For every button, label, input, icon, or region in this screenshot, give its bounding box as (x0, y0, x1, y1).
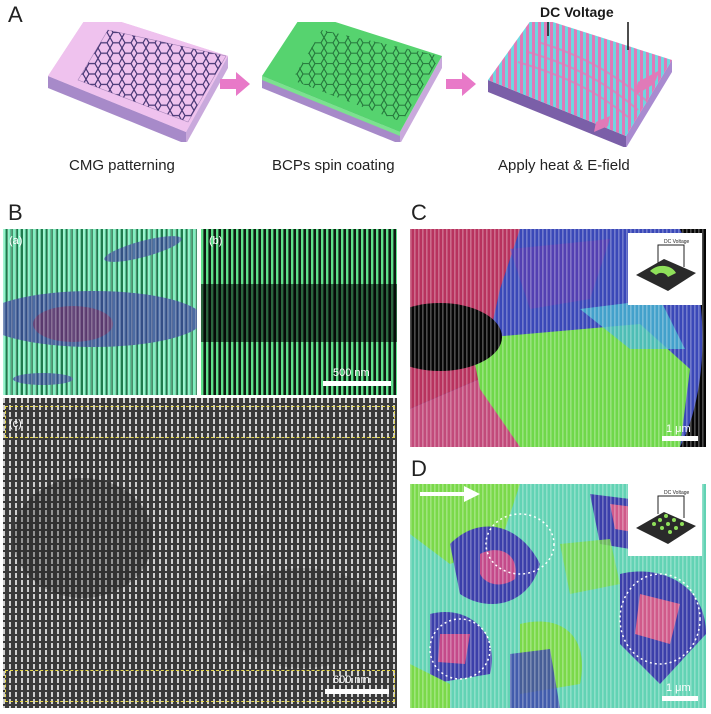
scale-label-b: 500 nm (333, 367, 370, 379)
cmg-patterned-substrate (48, 22, 228, 142)
panel-letter-b: B (8, 200, 23, 225)
step-caption-bcp: BCPs spin coating (272, 157, 395, 174)
micrograph-b-b: (b) 500 nm (201, 229, 397, 395)
step-caption-cmg: CMG patterning (69, 157, 175, 174)
dashed-guide-top (5, 406, 395, 438)
right-arrow-icon (446, 72, 476, 96)
inset-device-c: DC Voltage (628, 233, 702, 305)
scale-label-c: 600 nm (333, 674, 370, 686)
sub-label-c: (c) (9, 418, 22, 430)
inset-voltage-text-d: DC Voltage (664, 490, 690, 496)
panel-letter-a: A (8, 2, 23, 27)
bcp-coated-substrate (262, 22, 442, 142)
scale-bar-c (325, 689, 389, 694)
micrograph-b-a: (a) (3, 229, 197, 395)
sub-label-b: (b) (209, 235, 223, 247)
panel-letter-c: C (411, 200, 427, 225)
scale-label-c-panel: 1 μm (666, 423, 691, 435)
sub-label-a: (a) (9, 235, 23, 247)
right-arrow-icon (220, 72, 250, 96)
dc-voltage-label: DC Voltage (540, 4, 614, 20)
aligned-bcp-substrate (488, 22, 672, 147)
micrograph-c: DC Voltage 1 μm (410, 229, 706, 447)
scale-bar-c-panel (662, 436, 698, 441)
step-caption-heat: Apply heat & E-field (498, 157, 630, 174)
dashed-guide-bottom (5, 670, 395, 702)
micrograph-d: DC Voltage 1 μm (410, 484, 706, 708)
scale-bar-d (662, 696, 698, 701)
scale-bar-b (323, 381, 391, 386)
inset-device-d: DC Voltage (628, 484, 702, 556)
inset-voltage-text-c: DC Voltage (664, 239, 690, 245)
panel-letter-d: D (411, 456, 427, 481)
scale-label-d: 1 μm (666, 682, 691, 694)
white-arrow-icon (420, 486, 480, 502)
sem-image-b-c: (c) 600 nm (3, 398, 397, 708)
